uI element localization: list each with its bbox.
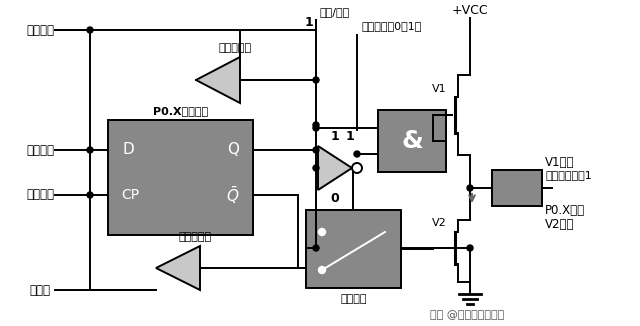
Text: V1导通: V1导通 (545, 156, 575, 169)
Text: 1: 1 (331, 130, 339, 143)
Text: D: D (122, 142, 134, 157)
Text: 1: 1 (345, 129, 354, 142)
Bar (492, 170, 542, 206)
Circle shape (313, 147, 319, 153)
Bar (378, 110, 446, 172)
Circle shape (87, 27, 93, 33)
Circle shape (467, 245, 473, 251)
Text: 输入缓冲器: 输入缓冲器 (179, 232, 212, 242)
Circle shape (354, 151, 360, 157)
Polygon shape (156, 246, 200, 290)
Circle shape (313, 245, 319, 251)
Text: 地址/数据: 地址/数据 (320, 7, 350, 17)
Text: Q: Q (227, 142, 239, 157)
Circle shape (87, 192, 93, 198)
Text: V1: V1 (433, 84, 447, 94)
Text: 写锁存器: 写锁存器 (26, 188, 54, 201)
Text: 内部总线: 内部总线 (26, 143, 54, 156)
Text: &: & (401, 129, 423, 153)
Circle shape (313, 125, 319, 131)
Circle shape (313, 122, 319, 128)
Bar (306, 210, 401, 288)
Text: $\bar{Q}$: $\bar{Q}$ (227, 185, 240, 206)
Text: 读锁存器: 读锁存器 (26, 23, 54, 37)
Circle shape (467, 185, 473, 191)
Text: +VCC: +VCC (452, 4, 488, 17)
Text: P0.X脚锁存器: P0.X脚锁存器 (153, 106, 208, 116)
Text: 读引脚: 读引脚 (29, 284, 51, 297)
Text: CP: CP (121, 188, 139, 202)
Text: 头条 @电子工程师小李: 头条 @电子工程师小李 (430, 310, 504, 320)
Bar (108, 120, 253, 235)
Polygon shape (196, 57, 240, 103)
Text: 输出为高电平1: 输出为高电平1 (545, 170, 592, 180)
Circle shape (313, 77, 319, 83)
Polygon shape (318, 146, 352, 190)
Circle shape (313, 165, 319, 171)
Text: 多路开关: 多路开关 (340, 294, 367, 304)
Text: V2截止: V2截止 (545, 217, 575, 230)
Text: 输入缓冲器: 输入缓冲器 (218, 43, 252, 53)
Text: 0: 0 (331, 191, 339, 204)
Text: V2: V2 (432, 218, 447, 228)
Circle shape (319, 229, 326, 235)
Text: P0.X引脚: P0.X引脚 (545, 203, 585, 216)
Circle shape (87, 147, 93, 153)
Text: 1: 1 (304, 16, 313, 28)
Circle shape (352, 163, 362, 173)
Text: 控制信号（0、1）: 控制信号（0、1） (361, 21, 421, 31)
Circle shape (319, 266, 326, 274)
